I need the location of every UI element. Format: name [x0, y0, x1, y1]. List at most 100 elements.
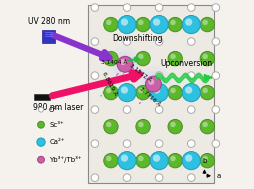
Circle shape	[202, 54, 208, 59]
Circle shape	[117, 56, 133, 72]
Circle shape	[118, 15, 136, 34]
Circle shape	[136, 85, 150, 100]
Text: 3.7716 Å: 3.7716 Å	[138, 86, 161, 107]
Circle shape	[182, 15, 200, 34]
Circle shape	[104, 119, 118, 134]
Circle shape	[136, 119, 150, 134]
Circle shape	[202, 122, 208, 127]
Circle shape	[91, 106, 99, 113]
Circle shape	[168, 119, 182, 134]
Circle shape	[138, 156, 144, 161]
Circle shape	[106, 122, 112, 127]
Circle shape	[170, 156, 176, 161]
Circle shape	[155, 174, 163, 181]
Circle shape	[185, 154, 192, 162]
Circle shape	[104, 153, 118, 168]
Circle shape	[116, 55, 135, 74]
Circle shape	[187, 174, 195, 181]
Circle shape	[136, 17, 150, 32]
Circle shape	[91, 4, 99, 11]
Circle shape	[121, 154, 128, 162]
Circle shape	[185, 86, 192, 94]
Circle shape	[107, 46, 143, 82]
Circle shape	[104, 51, 118, 66]
Circle shape	[146, 76, 161, 92]
Circle shape	[150, 15, 168, 34]
Circle shape	[106, 54, 112, 59]
Circle shape	[202, 156, 208, 161]
Circle shape	[168, 85, 182, 100]
Text: 3.1537 Å: 3.1537 Å	[129, 63, 153, 83]
Circle shape	[38, 121, 44, 128]
Circle shape	[91, 174, 99, 181]
FancyBboxPatch shape	[42, 30, 55, 43]
Text: O²⁻: O²⁻	[48, 107, 60, 113]
Circle shape	[187, 4, 195, 11]
Circle shape	[153, 18, 160, 26]
Circle shape	[118, 84, 136, 102]
Circle shape	[91, 38, 99, 45]
Text: Yb³⁺/Tb³⁺: Yb³⁺/Tb³⁺	[49, 156, 82, 163]
Circle shape	[148, 79, 154, 85]
Circle shape	[187, 140, 195, 147]
Circle shape	[155, 4, 163, 11]
Circle shape	[150, 84, 168, 102]
Circle shape	[106, 88, 112, 93]
Text: a: a	[216, 173, 220, 179]
Circle shape	[153, 154, 160, 162]
Circle shape	[123, 38, 131, 45]
Circle shape	[170, 88, 176, 93]
Circle shape	[123, 4, 131, 11]
Circle shape	[168, 51, 182, 66]
Text: 6.8619 Å: 6.8619 Å	[101, 71, 117, 97]
Circle shape	[106, 156, 112, 161]
Circle shape	[104, 85, 118, 100]
Circle shape	[155, 140, 163, 147]
Circle shape	[212, 72, 220, 79]
Circle shape	[202, 88, 208, 93]
Circle shape	[91, 140, 99, 147]
Circle shape	[121, 18, 128, 26]
Circle shape	[37, 138, 45, 146]
Circle shape	[155, 38, 163, 45]
Circle shape	[121, 86, 128, 94]
Circle shape	[39, 107, 43, 112]
Circle shape	[138, 122, 144, 127]
Circle shape	[138, 54, 144, 59]
Circle shape	[144, 75, 163, 94]
Circle shape	[187, 106, 195, 113]
Text: Sc³⁺: Sc³⁺	[49, 122, 64, 128]
Circle shape	[138, 88, 144, 93]
Circle shape	[200, 119, 215, 134]
Circle shape	[168, 153, 182, 168]
Circle shape	[202, 20, 208, 25]
Text: 980 nm laser: 980 nm laser	[34, 103, 84, 112]
FancyBboxPatch shape	[88, 5, 214, 183]
Circle shape	[106, 20, 112, 25]
Circle shape	[123, 140, 131, 147]
Circle shape	[147, 77, 160, 91]
Circle shape	[212, 140, 220, 147]
Circle shape	[123, 174, 131, 181]
Circle shape	[170, 20, 176, 25]
Circle shape	[200, 153, 215, 168]
Circle shape	[155, 106, 163, 113]
Circle shape	[200, 85, 215, 100]
Circle shape	[135, 66, 171, 102]
Circle shape	[182, 152, 200, 170]
Text: b: b	[202, 158, 207, 164]
Text: UV 280 nm: UV 280 nm	[28, 16, 71, 26]
Circle shape	[112, 51, 138, 77]
Circle shape	[187, 38, 195, 45]
Circle shape	[119, 58, 132, 71]
Circle shape	[118, 152, 136, 170]
Circle shape	[104, 17, 118, 32]
Circle shape	[153, 86, 160, 94]
Circle shape	[185, 18, 192, 26]
Circle shape	[182, 84, 200, 102]
Circle shape	[38, 156, 44, 163]
Circle shape	[168, 17, 182, 32]
Circle shape	[138, 20, 144, 25]
Text: Upconversion: Upconversion	[161, 59, 213, 68]
Circle shape	[120, 59, 126, 65]
